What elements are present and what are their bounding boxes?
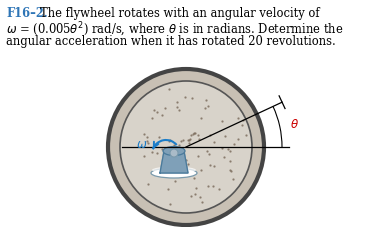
Polygon shape — [160, 151, 188, 173]
Text: $\omega$ = (0.005$\theta^2$) rad/s, where $\theta$ is in radians. Determine the: $\omega$ = (0.005$\theta^2$) rad/s, wher… — [6, 21, 343, 39]
Text: The flywheel rotates with an angular velocity of: The flywheel rotates with an angular vel… — [40, 7, 320, 20]
Text: angular acceleration when it has rotated 20 revolutions.: angular acceleration when it has rotated… — [6, 35, 336, 48]
Text: $\theta$: $\theta$ — [290, 118, 299, 131]
Circle shape — [170, 149, 178, 157]
Circle shape — [120, 82, 252, 213]
Text: $\omega$: $\omega$ — [136, 138, 147, 151]
Circle shape — [108, 70, 264, 225]
Ellipse shape — [151, 168, 197, 178]
Text: F16–2.: F16–2. — [6, 7, 48, 20]
Ellipse shape — [163, 147, 185, 156]
Ellipse shape — [152, 167, 196, 174]
